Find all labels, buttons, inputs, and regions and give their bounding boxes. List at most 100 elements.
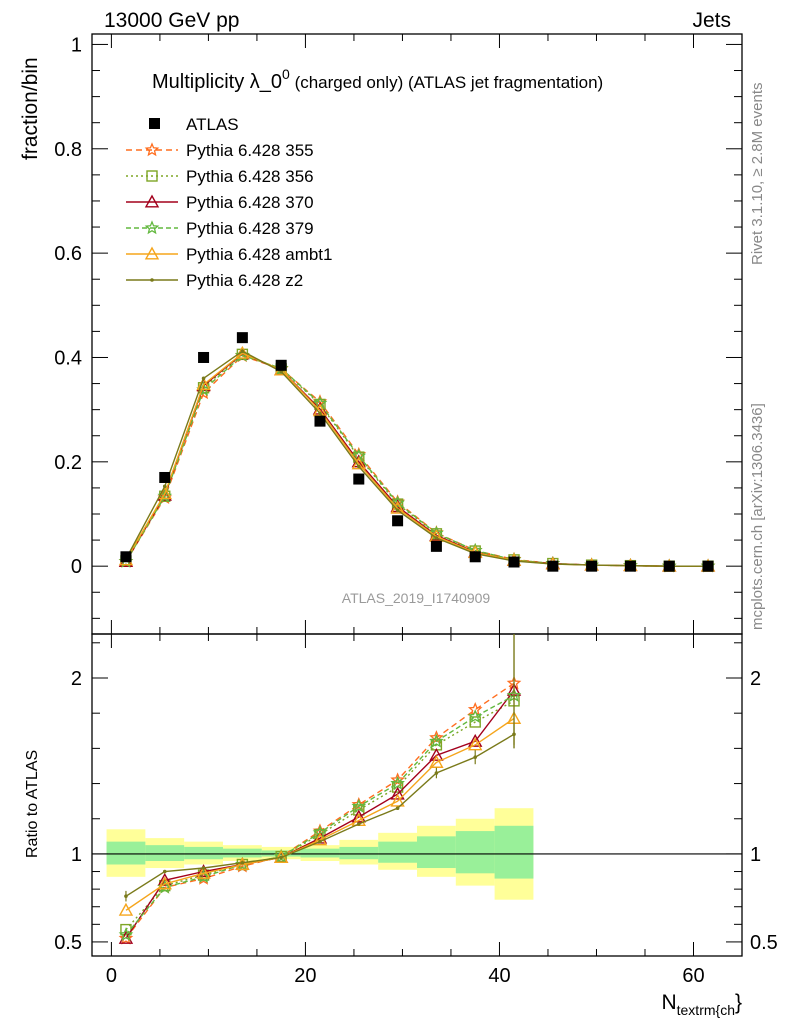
dot-marker xyxy=(162,869,167,874)
triangle-marker xyxy=(196,377,211,391)
atlas-data-point xyxy=(508,556,520,568)
star-marker xyxy=(273,848,289,863)
atlas-data-point xyxy=(430,540,442,552)
triangle-marker xyxy=(429,747,444,761)
atlas-data-point xyxy=(236,332,248,344)
atlas-data-points xyxy=(120,332,714,572)
dot-marker xyxy=(201,866,206,870)
star-marker xyxy=(429,733,444,748)
y-tick-label-main: 1 xyxy=(71,34,82,56)
atlas-data-point xyxy=(469,551,481,563)
green-band-bin xyxy=(222,848,262,858)
series-line-main xyxy=(125,350,708,567)
triangle-marker xyxy=(429,755,444,768)
green-band-bin xyxy=(417,836,456,869)
triangle-marker xyxy=(196,864,211,878)
triangle-marker xyxy=(118,902,134,916)
atlas-data-point xyxy=(198,351,210,363)
dot-marker xyxy=(150,278,154,282)
dot-marker xyxy=(240,860,245,865)
series-line-ratio xyxy=(125,700,515,931)
y-tick-label-main: 0 xyxy=(71,556,82,578)
triangle-marker xyxy=(468,737,483,751)
axis-ticks xyxy=(92,34,743,956)
dot-marker xyxy=(318,411,322,416)
star-marker xyxy=(390,775,405,790)
y-tick-label-ratio-right: 2 xyxy=(750,668,761,690)
y-axis-label-ratio: Ratio to ATLAS xyxy=(24,750,41,858)
star-marker xyxy=(351,798,367,813)
title-superscript: 0 xyxy=(282,66,290,82)
atlas-data-point xyxy=(392,515,404,527)
atlas-data-point xyxy=(663,560,675,572)
atlas-data-point xyxy=(547,560,559,572)
x-tick-label: 60 xyxy=(682,965,704,987)
dot-marker xyxy=(356,464,361,469)
plot-title: Multiplicity λ_00 (charged only) (ATLAS … xyxy=(152,66,603,93)
dot-marker xyxy=(356,822,361,826)
star-marker xyxy=(118,927,134,942)
legend: ATLAS Pythia 6.428 355 Pythia 6.428 356 Pyt… xyxy=(126,115,332,290)
ratio-series-layer xyxy=(118,634,522,945)
green-band-bin xyxy=(378,841,417,863)
y-tick-label-ratio-right: 1 xyxy=(750,844,761,866)
triangle-marker xyxy=(390,793,405,807)
category-label: Jets xyxy=(692,9,731,32)
dot-marker xyxy=(162,484,167,489)
legend-label: Pythia 6.428 355 xyxy=(186,141,314,160)
analysis-id: ATLAS_2019_I1740909 xyxy=(342,590,491,606)
legend-label: Pythia 6.428 370 xyxy=(186,193,314,212)
y-tick-label-main: 0.4 xyxy=(54,347,82,369)
series-line-ratio xyxy=(125,682,515,939)
dot-marker xyxy=(395,806,400,810)
green-band-bin xyxy=(145,845,185,861)
legend-label: Pythia 6.428 z2 xyxy=(186,271,303,290)
square-marker xyxy=(469,716,481,728)
atlas-data-point xyxy=(159,471,171,483)
atlas-data-point xyxy=(702,560,714,572)
tick-labels: 0 20 40 60 0 0.2 0.4 0.6 0.8 1 0.5 0.5 1 1 2 2 xyxy=(54,34,778,987)
y-tick-label-ratio: 2 xyxy=(71,668,82,690)
series-line-main xyxy=(125,354,708,567)
y-tick-label-ratio-right: 0.5 xyxy=(750,932,778,954)
dot-marker xyxy=(318,839,322,844)
atlas-data-point xyxy=(314,415,326,427)
ratio-plot-frame xyxy=(91,633,743,957)
triangle-marker xyxy=(196,865,211,879)
green-band-bin xyxy=(106,841,146,865)
dot-marker xyxy=(434,536,439,540)
legend-atlas-label: ATLAS xyxy=(186,115,239,134)
green-band-bin xyxy=(339,846,379,860)
triangle-marker xyxy=(390,786,405,800)
star-marker xyxy=(118,930,134,945)
atlas-data-point xyxy=(353,473,365,485)
series-line-ratio xyxy=(125,694,515,936)
y-tick-label-main: 0.8 xyxy=(54,139,82,161)
ratio-uncertainty-bands xyxy=(92,808,742,900)
triangle-marker xyxy=(351,809,366,823)
triangle-marker xyxy=(468,733,483,747)
atlas-data-point xyxy=(275,359,287,371)
main-series-layer xyxy=(118,345,716,573)
dot-marker xyxy=(240,349,245,354)
triangle-marker xyxy=(157,876,172,890)
series-line-main xyxy=(125,352,708,567)
legend-label: Pythia 6.428 ambt1 xyxy=(186,245,332,264)
y-tick-label-main: 0.2 xyxy=(54,452,82,474)
green-band-bin xyxy=(184,846,223,860)
series-line-ratio xyxy=(125,689,515,939)
x-axis-label: Ntextrm{ch} xyxy=(661,991,742,1018)
y-tick-label-main: 0.6 xyxy=(54,243,82,265)
y-axis-label-main: fraction/bin xyxy=(19,57,42,160)
legend-atlas-marker xyxy=(149,118,160,129)
green-band-bin xyxy=(300,848,340,858)
y-tick-label-ratio: 1 xyxy=(71,844,82,866)
star-marker xyxy=(144,142,160,157)
atlas-data-point xyxy=(120,551,132,563)
triangle-marker xyxy=(144,246,160,260)
series-line-main xyxy=(125,353,708,567)
green-band-bin xyxy=(494,825,534,879)
x-axis-label-sub: textrm{ch xyxy=(677,1002,735,1018)
legend-label: Pythia 6.428 356 xyxy=(186,167,314,186)
